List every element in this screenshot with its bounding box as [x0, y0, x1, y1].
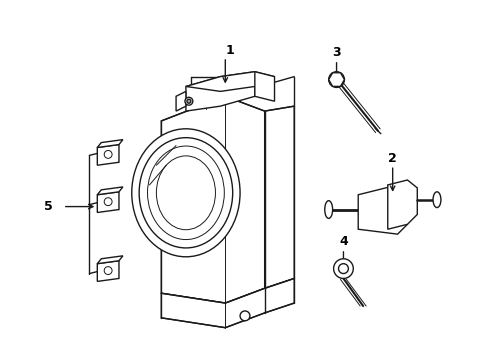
Circle shape	[328, 72, 344, 87]
Polygon shape	[176, 91, 185, 111]
Circle shape	[240, 311, 249, 321]
Polygon shape	[161, 278, 294, 328]
Polygon shape	[161, 96, 264, 303]
Polygon shape	[264, 106, 294, 288]
Polygon shape	[358, 185, 407, 234]
Polygon shape	[387, 180, 416, 229]
Ellipse shape	[324, 201, 332, 219]
Polygon shape	[97, 261, 119, 282]
Ellipse shape	[432, 192, 440, 208]
Circle shape	[338, 264, 347, 274]
Circle shape	[184, 97, 192, 105]
Ellipse shape	[156, 156, 215, 230]
Polygon shape	[254, 72, 274, 101]
Circle shape	[104, 150, 112, 158]
Polygon shape	[97, 192, 119, 212]
Text: 3: 3	[331, 45, 340, 59]
Polygon shape	[97, 145, 119, 165]
Polygon shape	[97, 140, 122, 148]
Polygon shape	[97, 256, 122, 264]
Ellipse shape	[139, 138, 232, 248]
Ellipse shape	[131, 129, 240, 257]
Circle shape	[104, 267, 112, 275]
Circle shape	[333, 259, 352, 278]
Text: 1: 1	[225, 44, 234, 57]
Ellipse shape	[147, 146, 224, 239]
Text: 4: 4	[338, 235, 347, 248]
Text: 5: 5	[43, 200, 52, 213]
Circle shape	[104, 198, 112, 206]
Polygon shape	[97, 187, 122, 195]
Text: 2: 2	[387, 152, 396, 165]
Polygon shape	[185, 72, 254, 111]
Polygon shape	[185, 72, 274, 91]
Circle shape	[186, 99, 190, 103]
Polygon shape	[328, 73, 344, 86]
Circle shape	[332, 76, 340, 84]
